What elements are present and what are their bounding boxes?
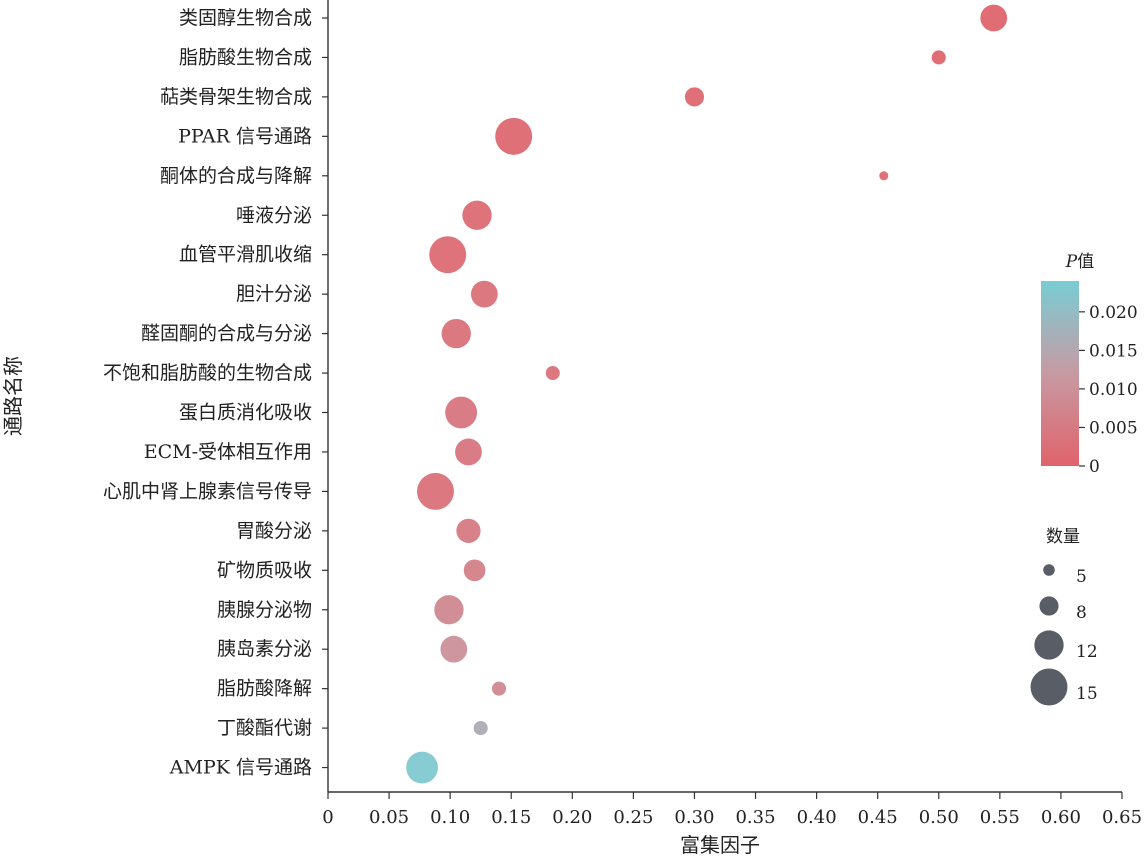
x-tick-label: 0.45: [858, 807, 898, 828]
size-legend-label: 8: [1076, 603, 1087, 623]
data-point: [455, 438, 482, 466]
data-point: [417, 472, 454, 510]
data-point: [545, 366, 560, 381]
color-legend-title-rest: 值: [1077, 252, 1094, 272]
size-legend-entries: 5 8 12 15: [1030, 564, 1098, 706]
category-label: 血管平滑肌收缩: [179, 244, 312, 266]
x-tick-label: 0.05: [369, 807, 409, 828]
data-point: [429, 236, 467, 274]
color-legend-tick-label: 0.020: [1089, 303, 1138, 323]
category-label: 唾液分泌: [236, 204, 312, 226]
size-legend-label: 15: [1076, 684, 1098, 704]
x-tick-label: 0.15: [491, 807, 531, 828]
size-legend-circle: [1039, 596, 1059, 616]
category-label: 胰腺分泌物: [217, 599, 312, 621]
color-legend-tick-label: 0.005: [1089, 418, 1138, 438]
x-tick-label: 0.60: [1041, 807, 1081, 828]
color-legend-tick-label: 0.015: [1089, 341, 1138, 361]
color-legend-tick-label: 0.010: [1089, 380, 1138, 400]
data-point: [879, 171, 889, 181]
data-point: [980, 4, 1008, 32]
category-label: AMPK 信号通路: [169, 757, 312, 779]
x-tick-label: 0.55: [980, 807, 1020, 828]
data-point: [931, 50, 946, 65]
x-tick-label: 0.20: [552, 807, 592, 828]
x-tick-label: 0.25: [613, 807, 653, 828]
x-tick-label: 0.30: [674, 807, 714, 828]
size-legend-title: 数量: [1046, 527, 1080, 547]
data-point: [440, 635, 468, 663]
data-point: [434, 595, 464, 625]
x-tick-label: 0.40: [797, 807, 837, 828]
data-point: [495, 117, 533, 155]
category-label: 蛋白质消化吸收: [179, 402, 312, 424]
size-legend-circle: [1034, 630, 1064, 660]
size-legend-circle: [1030, 668, 1068, 706]
color-legend-ticks: 0.020 0.015 0.010 0.005 0: [1079, 303, 1138, 477]
category-label: 酮体的合成与降解: [160, 165, 312, 187]
size-legend-circle: [1043, 564, 1055, 576]
x-tick-label: 0.50: [919, 807, 959, 828]
category-label: 心肌中肾上腺素信号传导: [103, 480, 312, 502]
size-legend-label: 5: [1076, 567, 1087, 587]
category-label: 胰岛素分泌: [217, 638, 312, 660]
x-tick-label: 0.65: [1102, 807, 1142, 828]
size-legend-label: 12: [1076, 642, 1098, 662]
data-point: [684, 87, 705, 107]
data-point: [441, 318, 471, 349]
category-label: 胃酸分泌: [236, 520, 312, 542]
color-legend-tick-label: 0: [1089, 457, 1100, 477]
data-point: [406, 751, 438, 784]
color-legend-bar: [1041, 281, 1079, 466]
category-label: 胆汁分泌: [236, 283, 312, 305]
y-axis-title: 通路名称: [1, 356, 25, 436]
category-label: 脂肪酸降解: [217, 678, 312, 700]
x-tick-label: 0.10: [430, 807, 470, 828]
category-label: 醛固酮的合成与分泌: [141, 323, 312, 345]
x-axis-ticks: 0 0.05 0.10 0.15 0.20 0.25 0.30 0.35 0.40 0.45 0.5…: [322, 792, 1142, 828]
data-point: [456, 518, 481, 543]
data-point: [463, 559, 486, 582]
category-label: 矿物质吸收: [217, 559, 312, 581]
data-point: [473, 721, 488, 736]
data-point: [491, 681, 507, 696]
category-label: 萜类骨架生物合成: [160, 86, 312, 108]
x-tick-label: 0: [322, 807, 333, 828]
data-points: [406, 4, 1008, 784]
category-label: PPAR 信号通路: [178, 125, 312, 147]
x-tick-label: 0.35: [735, 807, 775, 828]
category-label: ECM-受体相互作用: [144, 441, 312, 463]
x-axis-title: 富集因子: [680, 833, 760, 857]
count-size-legend: 数量 5 8 12 15: [1030, 527, 1098, 706]
p-value-color-legend: P值 0.020 0.015 0.010 0.005 0: [1041, 252, 1138, 477]
category-label: 不饱和脂肪酸的生物合成: [103, 362, 312, 384]
data-point: [462, 200, 492, 230]
category-label: 脂肪酸生物合成: [179, 46, 312, 68]
color-legend-title: P值: [1065, 252, 1094, 272]
category-label: 类固醇生物合成: [179, 7, 312, 29]
color-legend-title-italic: P: [1065, 252, 1078, 272]
data-point: [470, 280, 498, 308]
category-label: 丁酸酯代谢: [217, 717, 312, 739]
data-point: [445, 396, 478, 429]
